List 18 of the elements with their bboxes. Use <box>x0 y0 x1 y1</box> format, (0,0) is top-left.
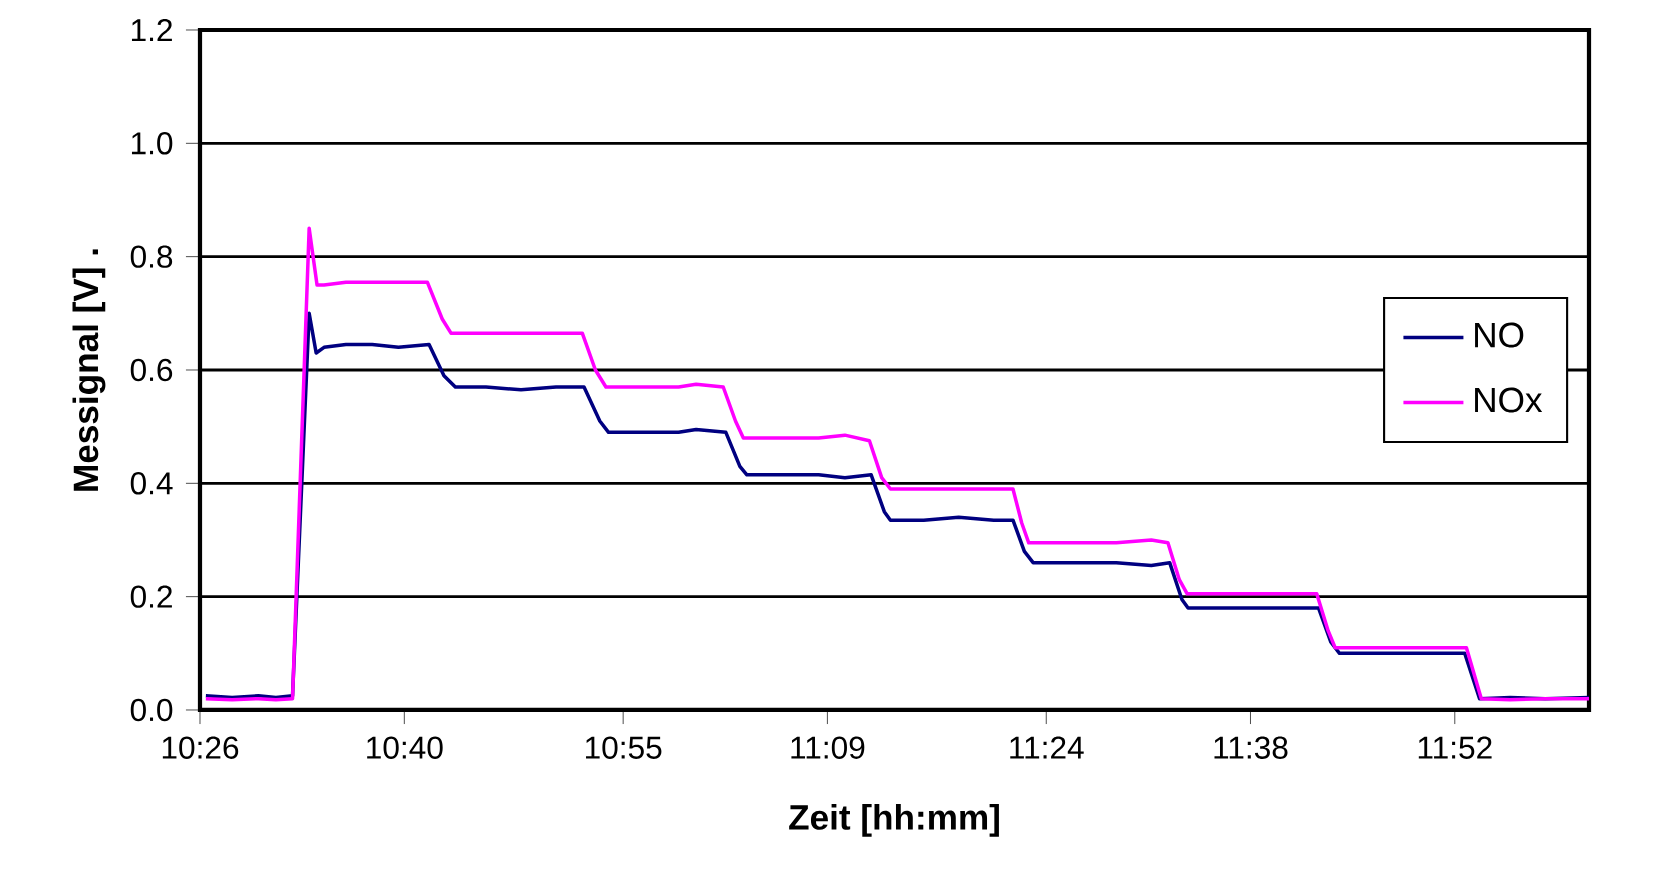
y-tick-label: 1.0 <box>131 132 173 155</box>
y-tick-label: 0.0 <box>130 698 173 722</box>
x-tick-label: 11:52 <box>1418 736 1492 759</box>
legend-label: NO <box>1475 322 1524 348</box>
legend-label: NOx <box>1475 387 1543 413</box>
x-tick-label: 11:09 <box>791 736 865 759</box>
x-tick-label: 10:40 <box>367 736 443 759</box>
x-tick-label: 11:24 <box>1010 736 1084 759</box>
x-tick-label: 11:38 <box>1214 736 1288 759</box>
x-axis-title: Zeit [hh:mm] <box>789 804 999 837</box>
y-tick-label: 0.8 <box>130 245 173 268</box>
x-tick-label: 10:55 <box>586 736 662 759</box>
x-tick-label: 10:26 <box>162 736 239 759</box>
y-tick-label: 0.6 <box>130 358 173 382</box>
y-tick-label: 1.2 <box>131 18 172 42</box>
y-tick-label: 0.2 <box>130 585 172 608</box>
y-axis-title: Messignal [V] . <box>72 249 106 491</box>
y-tick-label: 0.4 <box>130 472 173 495</box>
